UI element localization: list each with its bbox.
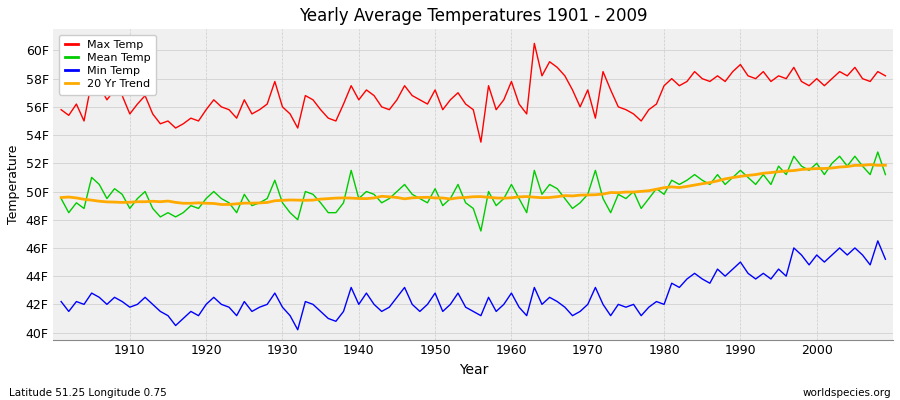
Title: Yearly Average Temperatures 1901 - 2009: Yearly Average Temperatures 1901 - 2009 [299, 7, 647, 25]
X-axis label: Year: Year [459, 363, 488, 377]
Legend: Max Temp, Mean Temp, Min Temp, 20 Yr Trend: Max Temp, Mean Temp, Min Temp, 20 Yr Tre… [59, 35, 156, 95]
Text: worldspecies.org: worldspecies.org [803, 388, 891, 398]
Text: Latitude 51.25 Longitude 0.75: Latitude 51.25 Longitude 0.75 [9, 388, 166, 398]
Y-axis label: Temperature: Temperature [7, 145, 20, 224]
